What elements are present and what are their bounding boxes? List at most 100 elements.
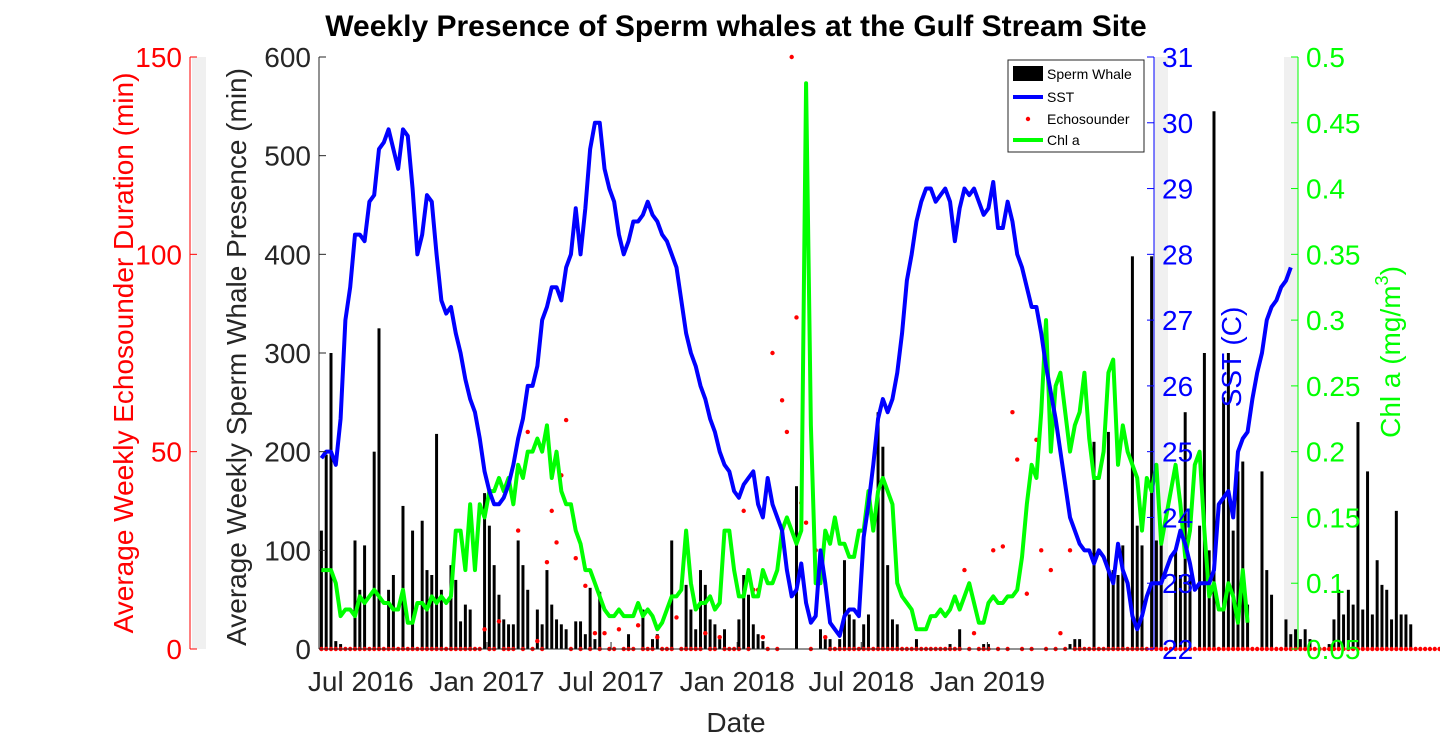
echosounder-point <box>1024 591 1030 596</box>
chla-axis-label-end: ) <box>1375 266 1406 275</box>
echosounder-point <box>616 627 622 632</box>
echosounder-point <box>1274 646 1279 652</box>
echosounder-point <box>1384 646 1389 652</box>
sperm-whale-bar <box>747 594 750 649</box>
sperm-whale-bar <box>511 624 515 649</box>
sperm-whale-bar <box>1183 412 1187 649</box>
echosounder-point <box>1350 646 1356 652</box>
x-tick-label: Jan 2018 <box>680 666 795 697</box>
sperm-whale-bar <box>1380 584 1384 649</box>
echosounder-point <box>1326 646 1332 652</box>
sperm-whale-bar <box>1361 609 1365 649</box>
legend-swatch-echosounder <box>1025 116 1031 122</box>
echosounder-point <box>1245 646 1250 652</box>
echosounder-point <box>1302 646 1308 652</box>
sperm-whale-bar <box>862 624 866 649</box>
sperm-whale-bar <box>492 565 496 649</box>
sperm-whale-bar <box>411 530 415 649</box>
echosounder-point <box>496 619 502 624</box>
sperm-whale-bar <box>890 619 894 649</box>
echosounder-point <box>1254 646 1260 652</box>
chla-tick-label: 0.3 <box>1306 305 1345 336</box>
sperm-whale-bar <box>574 621 578 649</box>
echosounder-point <box>1278 646 1284 652</box>
echosounder-point <box>1331 646 1337 652</box>
legend-label-chla: Chl a <box>1047 132 1080 148</box>
sperm-whale-bar <box>718 639 722 649</box>
sperm-whale-bar <box>1346 589 1350 649</box>
sperm-whale-bar <box>986 644 990 649</box>
sperm-whale-bar <box>823 639 827 649</box>
sperm-whale-bar <box>737 619 741 649</box>
sperm-whale-bar <box>756 634 760 649</box>
echosounder-point <box>1240 646 1245 652</box>
sperm-whale-bar <box>1289 634 1293 649</box>
echo-tick-label: 150 <box>135 42 182 73</box>
echosounder-point <box>1422 646 1428 652</box>
echosounder-point <box>1259 646 1265 652</box>
echosounder-point <box>1048 567 1054 573</box>
sst-axis-label: SST (C) <box>1216 307 1247 408</box>
echosounder-point <box>1206 646 1212 652</box>
sst-tick-label: 28 <box>1162 239 1193 270</box>
sperm-whale-bar <box>895 624 899 649</box>
echosounder-point <box>1235 646 1241 652</box>
echosounder-point <box>1336 646 1341 652</box>
sperm-tick-label: 0 <box>295 634 311 665</box>
sperm-whale-bar <box>914 639 918 649</box>
echosounder-point <box>1403 646 1409 652</box>
sperm-whale-bar <box>641 609 645 649</box>
legend-swatch-sperm-whale <box>1013 66 1043 81</box>
sperm-whale-bar <box>353 540 357 649</box>
chla-tick-label: 0.25 <box>1306 371 1361 402</box>
sst-line <box>319 120 1293 638</box>
sst-series <box>319 120 1293 638</box>
echosounder-point <box>794 315 799 320</box>
sperm-whale-bar <box>559 624 563 649</box>
sperm-whale-bar <box>842 560 846 649</box>
echosounder-point <box>573 556 578 561</box>
echosounder-point <box>1379 646 1385 652</box>
echo-axis-panel <box>192 57 206 649</box>
sperm-whale-bar <box>540 624 544 649</box>
echosounder-point <box>760 634 766 640</box>
x-tick-label: Jul 2016 <box>308 666 414 697</box>
echosounder-point <box>1307 646 1313 652</box>
sperm-whale-bar <box>535 609 539 649</box>
echosounder-point <box>962 567 967 573</box>
sperm-whale-bar <box>1356 422 1360 649</box>
sperm-whale-bar <box>1111 570 1115 649</box>
echosounder-point <box>515 528 521 533</box>
sperm-whale-bar <box>1198 525 1202 649</box>
sperm-tick-label: 200 <box>264 437 311 468</box>
sperm-whale-bar <box>598 591 602 649</box>
echosounder-point <box>655 634 660 640</box>
sperm-whale-bar <box>1212 111 1216 649</box>
echosounder-point <box>823 634 828 640</box>
sperm-whale-bar <box>1092 441 1096 649</box>
sperm-whale-bar <box>329 353 333 649</box>
sperm-whale-bar <box>684 584 688 649</box>
echosounder-point <box>1159 646 1164 652</box>
echo-axis-label: Average Weekly Echosounder Duration (min… <box>108 73 139 634</box>
sperm-whale-bar <box>435 433 439 649</box>
echosounder-point <box>1283 646 1289 652</box>
sperm-whale-bar <box>1150 256 1154 649</box>
sperm-whale-bar <box>795 486 798 649</box>
echosounder-point <box>1408 646 1413 652</box>
chla-axis-label-sup: 3 <box>1372 275 1392 285</box>
sperm-whale-bar <box>430 575 434 649</box>
echosounder-point <box>1058 631 1063 636</box>
echosounder-point <box>1000 544 1006 549</box>
chla-tick-label: 0.05 <box>1306 634 1361 665</box>
echosounder-point <box>1413 646 1418 652</box>
echo-tick-label: 50 <box>151 437 182 468</box>
echosounder-point <box>1264 646 1269 652</box>
sperm-whale-bar <box>1394 510 1398 649</box>
sperm-whale-bar <box>463 604 467 649</box>
sperm-whale-bar <box>1294 629 1298 649</box>
echosounder-point <box>1039 548 1044 553</box>
echosounder-point <box>1312 646 1317 652</box>
sperm-whale-bar <box>1116 575 1120 649</box>
echosounder-point <box>1168 646 1174 652</box>
